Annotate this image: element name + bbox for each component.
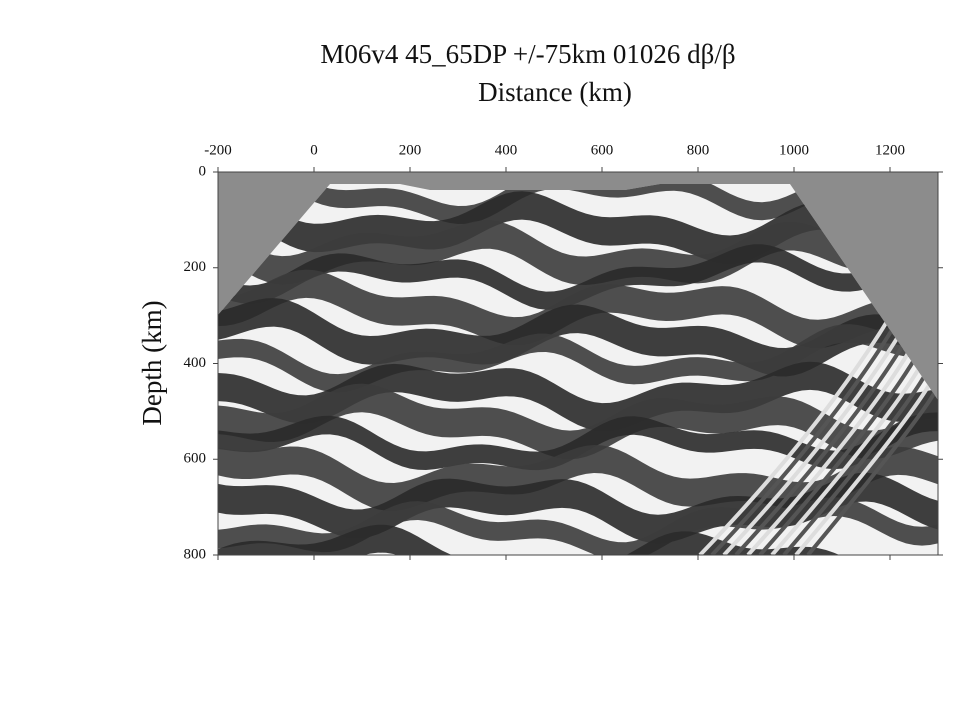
seismic-arc: [722, 318, 910, 555]
y-axis-label: Depth (km): [137, 300, 167, 425]
chart-title: M06v4 45_65DP +/-75km 01026 dβ/β: [320, 39, 735, 69]
y-tick-label: 400: [184, 355, 207, 371]
x-axis-label: Distance (km): [478, 77, 632, 107]
x-tick-label: 1200: [875, 142, 905, 158]
seismic-stripe: [218, 184, 938, 225]
seismic-stripe: [218, 497, 938, 555]
seismic-stripe: [218, 220, 938, 285]
x-tick-label: 400: [495, 142, 518, 158]
seismic-arc: [758, 349, 922, 555]
x-tick-label: 1000: [779, 142, 809, 158]
seismic-arc: [746, 339, 918, 555]
x-tick-label: 0: [310, 142, 318, 158]
seismic-arc: [710, 308, 906, 555]
seismic-stripe: [218, 383, 938, 460]
y-tick-label: 0: [199, 163, 207, 179]
seismic-arc: [734, 328, 914, 555]
x-tick-label: 800: [687, 142, 710, 158]
y-tick-label: 600: [184, 451, 207, 467]
seismic-arc: [782, 369, 930, 555]
seismic-image: [218, 184, 938, 555]
seismic-stripe: [218, 324, 938, 393]
seismic-stripe: [218, 412, 938, 471]
seismic-stripe: [218, 524, 938, 555]
seismic-arc: [770, 359, 926, 555]
x-tick-label: 600: [591, 142, 614, 158]
seismic-arc: [794, 379, 934, 555]
x-tick-label: 200: [399, 142, 422, 158]
seismic-stripe: [218, 361, 938, 432]
y-tick-label: 800: [184, 546, 207, 562]
seismic-arc: [806, 389, 938, 555]
seismic-arc: [698, 298, 902, 555]
x-tick-label: -200: [204, 142, 232, 158]
y-tick-label: 200: [184, 259, 207, 275]
seismic-stripe: [218, 244, 938, 310]
